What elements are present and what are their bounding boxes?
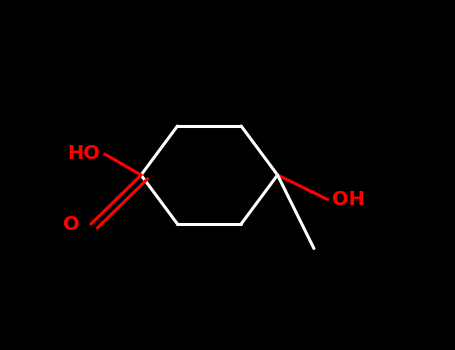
Text: O: O bbox=[63, 215, 80, 233]
Text: HO: HO bbox=[67, 145, 100, 163]
Text: OH: OH bbox=[332, 190, 365, 209]
